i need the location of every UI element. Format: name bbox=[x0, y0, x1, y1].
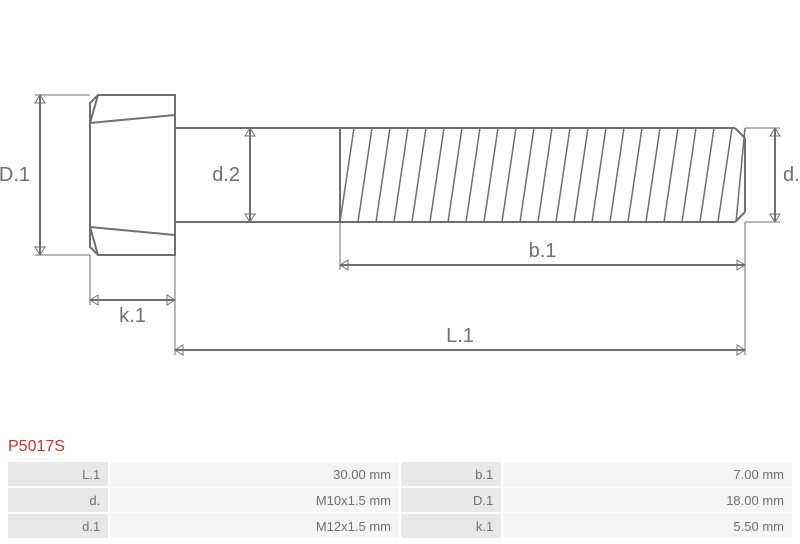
spec-value: 30.00 mm bbox=[110, 462, 399, 486]
spec-label: k.1 bbox=[401, 514, 501, 538]
table-row: d. M10x1.5 mm D.1 18.00 mm bbox=[8, 488, 792, 512]
spec-value: 7.00 mm bbox=[503, 462, 792, 486]
spec-label: d.1 bbox=[8, 514, 108, 538]
spec-value: M10x1.5 mm bbox=[110, 488, 399, 512]
bolt-diagram: D.1 d.2 d. k.1 b.1 L.1 bbox=[0, 0, 800, 430]
table-row: L.1 30.00 mm b.1 7.00 mm bbox=[8, 462, 792, 486]
spec-value: M12x1.5 mm bbox=[110, 514, 399, 538]
svg-text:d.: d. bbox=[783, 164, 800, 186]
spec-label: D.1 bbox=[401, 488, 501, 512]
svg-text:d.2: d.2 bbox=[212, 164, 240, 186]
spec-value: 18.00 mm bbox=[503, 488, 792, 512]
table-row: d.1 M12x1.5 mm k.1 5.50 mm bbox=[8, 514, 792, 538]
part-number: P5017S bbox=[8, 438, 65, 456]
svg-text:D.1: D.1 bbox=[0, 164, 30, 186]
svg-text:b.1: b.1 bbox=[529, 240, 557, 262]
spec-label: b.1 bbox=[401, 462, 501, 486]
spec-value: 5.50 mm bbox=[503, 514, 792, 538]
spec-label: L.1 bbox=[8, 462, 108, 486]
spec-label: d. bbox=[8, 488, 108, 512]
svg-text:k.1: k.1 bbox=[119, 305, 146, 327]
svg-text:L.1: L.1 bbox=[446, 325, 474, 347]
specifications-table: L.1 30.00 mm b.1 7.00 mm d. M10x1.5 mm D… bbox=[6, 460, 794, 540]
